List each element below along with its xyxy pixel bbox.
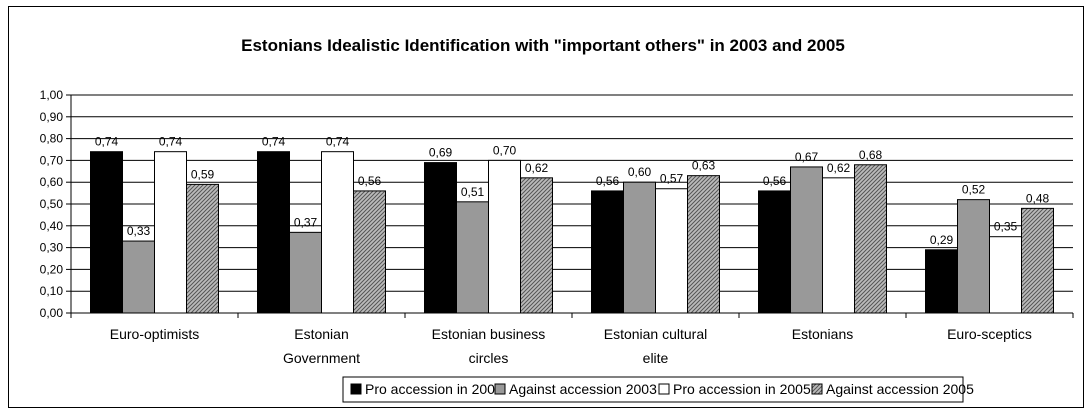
bar [289, 231, 322, 314]
x-category-label: Estonians [792, 326, 853, 342]
x-category-label: Government [283, 350, 360, 366]
data-label: 0,37 [294, 215, 318, 229]
x-category-label: Estonian business [432, 326, 546, 342]
x-category-label: circles [469, 350, 509, 366]
bar [822, 177, 855, 314]
bar [758, 190, 791, 314]
bar [623, 181, 656, 314]
x-category-label: Euro-optimists [110, 326, 199, 342]
data-label: 0,56 [596, 174, 620, 188]
legend-box [342, 376, 964, 403]
data-label: 0,33 [127, 224, 151, 238]
x-category-label: Euro-sceptics [947, 326, 1032, 342]
y-tick-label: 0,60 [40, 175, 64, 189]
bar [591, 190, 624, 314]
bar [989, 236, 1022, 314]
data-label: 0,63 [692, 159, 716, 173]
bar [854, 164, 887, 314]
data-label: 0,62 [525, 161, 549, 175]
bar [520, 177, 553, 314]
data-label: 0,48 [1026, 191, 1050, 205]
chart-svg: Estonians Idealistic Identification with… [40, 36, 1074, 403]
chart-title: Estonians Idealistic Identification with… [241, 36, 845, 55]
data-label: 0,60 [628, 165, 652, 179]
y-tick-label: 0,20 [40, 262, 64, 276]
bar [424, 162, 457, 314]
y-tick-label: 0,00 [40, 306, 64, 320]
legend-swatch [350, 383, 362, 395]
data-label: 0,70 [493, 143, 517, 157]
y-tick-label: 1,00 [40, 88, 64, 102]
data-label: 0,74 [95, 135, 119, 149]
bar [488, 159, 521, 314]
x-category-label: Estonian [294, 326, 348, 342]
bar [353, 190, 386, 314]
data-label: 0,62 [827, 161, 851, 175]
data-label: 0,29 [930, 233, 954, 247]
data-label: 0,35 [994, 220, 1018, 234]
axis-layer: 0,00 0,10 0,20 0,30 0,40 0,50 0,60 0,70 0,80 0,90… [40, 88, 1074, 366]
bar [957, 199, 990, 314]
bar [456, 201, 489, 314]
grid-layer [71, 94, 1073, 314]
data-label: 0,56 [358, 174, 382, 188]
bar [790, 166, 823, 314]
data-label: 0,69 [429, 146, 453, 160]
y-tick-label: 0,80 [40, 132, 64, 146]
bar [1021, 207, 1054, 314]
x-category-label: elite [643, 350, 669, 366]
bar [655, 188, 688, 314]
x-category-label: Estonian cultural [604, 326, 708, 342]
data-label: 0,57 [660, 172, 684, 186]
legend-label: Against accession 2005 [826, 381, 974, 397]
bar [186, 183, 219, 314]
data-label: 0,74 [326, 135, 350, 149]
bar [687, 175, 720, 314]
bar [321, 151, 354, 314]
legend-label: Against accession 2003 [509, 381, 657, 397]
y-tick-label: 0,70 [40, 153, 64, 167]
legend: Pro accession in 2003 Against accession 2… [342, 376, 974, 403]
bar [154, 151, 187, 314]
bar [925, 249, 958, 314]
bar [90, 151, 123, 314]
bar [257, 151, 290, 314]
y-tick-label: 0,40 [40, 219, 64, 233]
y-tick-label: 0,30 [40, 241, 64, 255]
data-label: 0,68 [859, 148, 883, 162]
data-label: 0,74 [262, 135, 286, 149]
y-tick-label: 0,10 [40, 284, 64, 298]
bar [122, 240, 155, 314]
data-label: 0,74 [159, 135, 183, 149]
data-label: 0,56 [763, 174, 787, 188]
chart-frame: Estonians Idealistic Identification with… [8, 6, 1084, 408]
y-tick-label: 0,90 [40, 110, 64, 124]
data-label: 0,51 [461, 185, 485, 199]
data-label: 0,67 [795, 150, 819, 164]
legend-swatch [811, 383, 823, 395]
data-label: 0,52 [962, 183, 986, 197]
data-label: 0,59 [191, 167, 215, 181]
legend-swatch [658, 383, 670, 395]
legend-label: Pro accession in 2003 [365, 381, 503, 397]
legend-label: Pro accession in 2005 [673, 381, 811, 397]
bars-layer: 0,74 0,33 0,74 0,59 0,74 0,37 0,74 0,56 0,69 0,51… [90, 135, 1054, 314]
legend-swatch [494, 383, 506, 395]
y-tick-label: 0,50 [40, 197, 64, 211]
